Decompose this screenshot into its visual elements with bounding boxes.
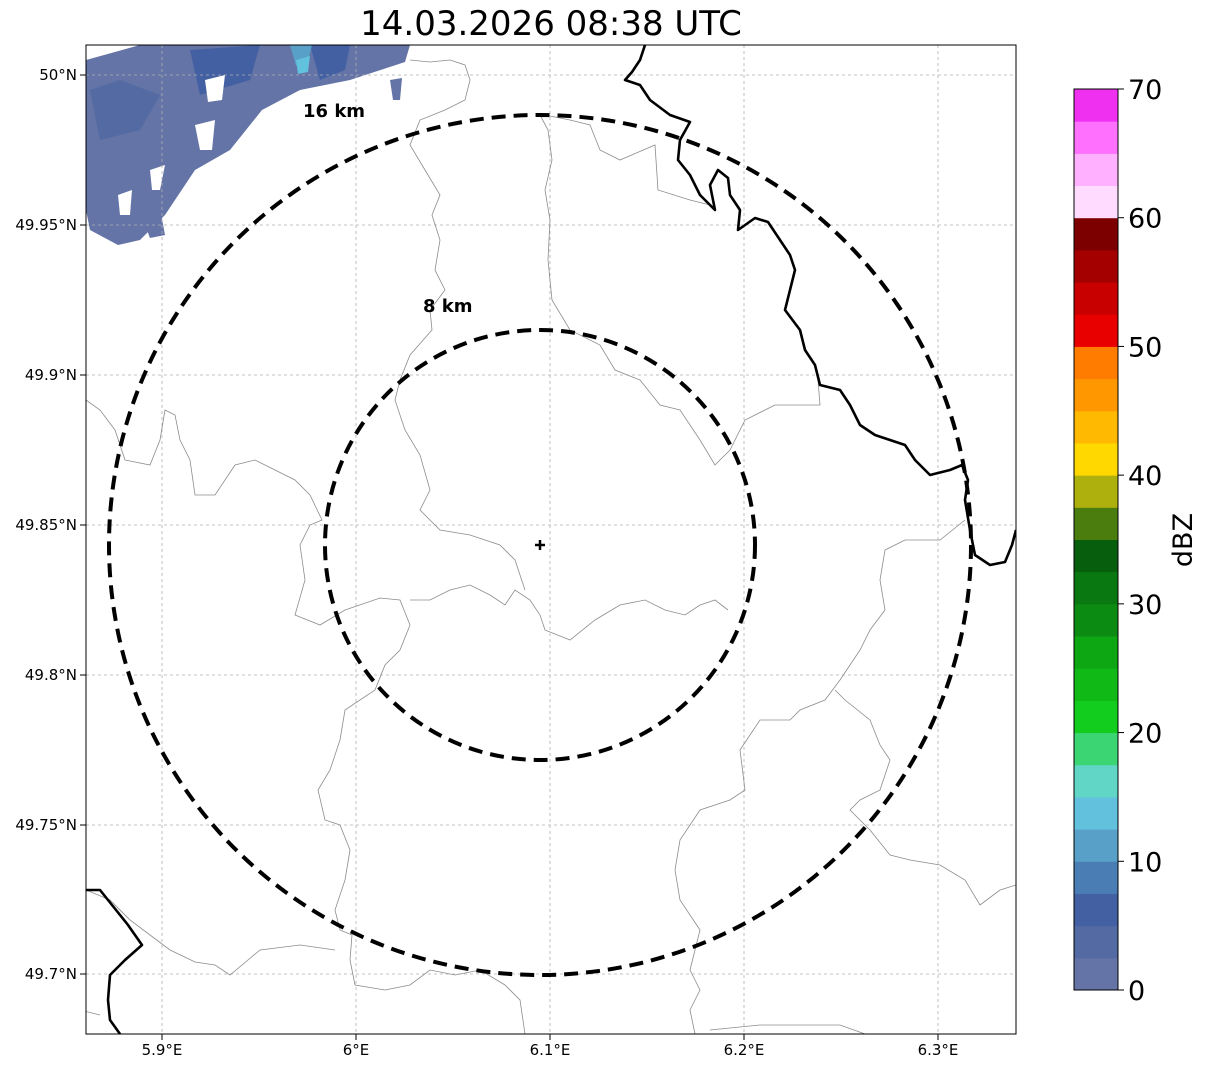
ring-16km bbox=[107, 113, 973, 977]
x-tick-label: 6°E bbox=[343, 1041, 370, 1059]
y-tick-label: 49.8°N bbox=[25, 666, 77, 684]
colorbar-swatch bbox=[1074, 636, 1118, 669]
colorbar-swatch bbox=[1074, 475, 1118, 508]
colorbar-tick-label: 70 bbox=[1128, 75, 1162, 106]
map-title: 14.03.2026 08:38 UTC bbox=[360, 4, 742, 44]
colorbar-ticks: 0 10 20 30 40 50 60 70 bbox=[1118, 75, 1162, 1007]
colorbar-swatch bbox=[1074, 314, 1118, 347]
y-tick-label: 49.85°N bbox=[15, 516, 77, 534]
gridlines bbox=[86, 45, 1016, 1034]
colorbar-swatch bbox=[1074, 249, 1118, 283]
y-tick-label: 50°N bbox=[39, 66, 77, 84]
colorbar-swatch bbox=[1074, 603, 1118, 637]
range-rings bbox=[107, 113, 973, 977]
colorbar-swatch bbox=[1074, 829, 1118, 862]
colorbar-tick-label: 0 bbox=[1128, 976, 1145, 1007]
colorbar-tick-label: 50 bbox=[1128, 332, 1162, 363]
ring-label-16km: 16 km bbox=[303, 101, 365, 122]
canton-borders bbox=[86, 59, 1016, 1034]
colorbar-swatch bbox=[1074, 957, 1118, 991]
ring-label-8km: 8 km bbox=[423, 296, 473, 317]
x-tick-label: 6.1°E bbox=[530, 1041, 571, 1059]
colorbar-swatch bbox=[1074, 217, 1118, 251]
colorbar-swatch bbox=[1074, 282, 1118, 315]
colorbar-swatch bbox=[1074, 893, 1118, 927]
colorbar-tick-label: 60 bbox=[1128, 204, 1162, 235]
colorbar-swatch bbox=[1074, 89, 1118, 122]
ring-8km bbox=[323, 328, 757, 762]
x-tick-label: 6.2°E bbox=[724, 1041, 765, 1059]
colorbar-swatch bbox=[1074, 121, 1118, 154]
colorbar-swatch bbox=[1074, 442, 1118, 476]
colorbar bbox=[1074, 89, 1118, 991]
colorbar-tick-label: 20 bbox=[1128, 719, 1162, 750]
radar-site-marker bbox=[535, 540, 545, 550]
colorbar-swatch bbox=[1074, 571, 1118, 605]
colorbar-swatch bbox=[1074, 539, 1118, 573]
colorbar-swatch bbox=[1074, 925, 1118, 959]
radar-echoes bbox=[86, 45, 410, 245]
y-tick-label: 49.95°N bbox=[15, 216, 77, 234]
colorbar-frame bbox=[1073, 88, 1119, 991]
colorbar-swatch bbox=[1074, 764, 1118, 798]
x-tick-label: 5.9°E bbox=[142, 1041, 183, 1059]
colorbar-swatch bbox=[1074, 185, 1118, 219]
colorbar-swatch bbox=[1074, 700, 1118, 734]
y-tick-label: 49.7°N bbox=[25, 965, 77, 983]
colorbar-tick-label: 40 bbox=[1128, 461, 1162, 492]
x-ticks bbox=[161, 1034, 939, 1040]
map-frame bbox=[85, 44, 1017, 1035]
x-tick-label: 6.3°E bbox=[918, 1041, 959, 1059]
colorbar-tick-label: 30 bbox=[1128, 590, 1162, 621]
colorbar-swatch bbox=[1074, 378, 1118, 412]
colorbar-swatch bbox=[1074, 668, 1118, 701]
y-ticks bbox=[80, 74, 86, 975]
colorbar-swatch bbox=[1074, 153, 1118, 187]
y-tick-label: 49.75°N bbox=[15, 816, 77, 834]
y-tick-label: 49.9°N bbox=[25, 366, 77, 384]
country-borders bbox=[86, 45, 1016, 1034]
colorbar-swatch bbox=[1074, 507, 1118, 540]
colorbar-title: dBZ bbox=[1168, 513, 1199, 567]
colorbar-swatch bbox=[1074, 861, 1118, 894]
colorbar-tick-label: 10 bbox=[1128, 847, 1162, 878]
colorbar-swatch bbox=[1074, 410, 1118, 444]
colorbar-swatch bbox=[1074, 796, 1118, 830]
colorbar-swatch bbox=[1074, 346, 1118, 380]
colorbar-swatch bbox=[1074, 732, 1118, 766]
